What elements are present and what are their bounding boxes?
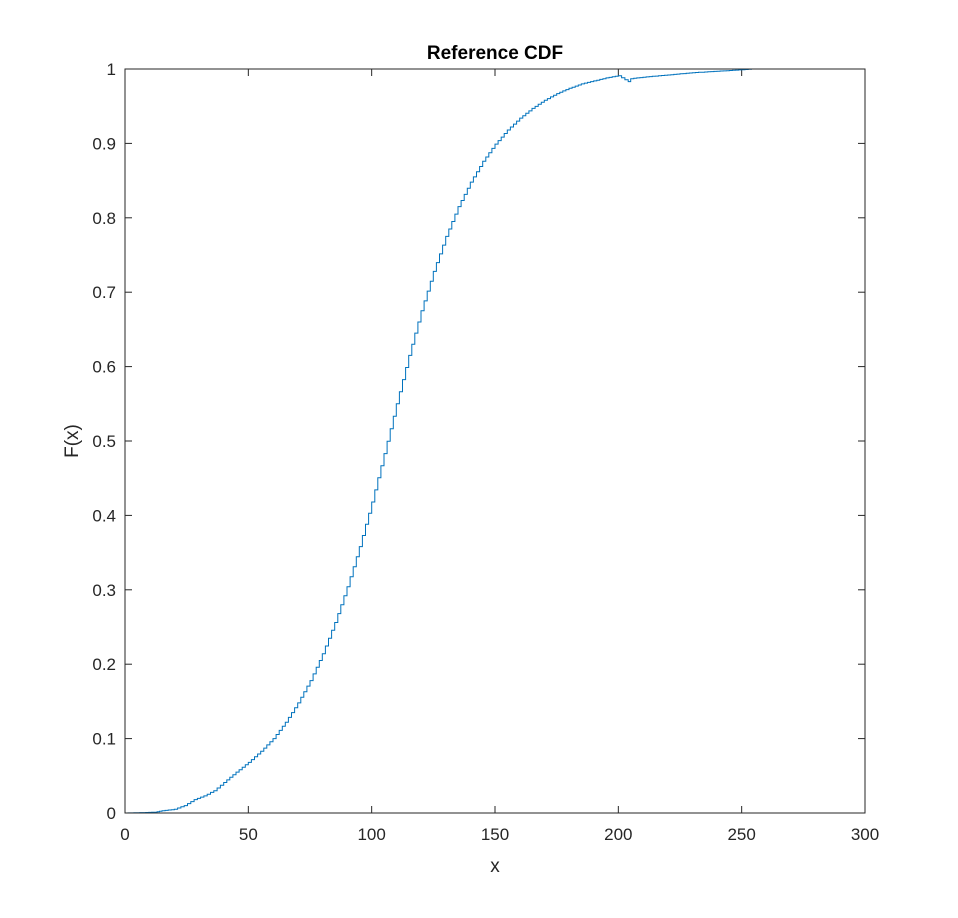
y-tick-labels: 0 0.1 0.2 0.3 0.4 0.5 0.6 0.7 0.8 0.9 1: [92, 60, 116, 823]
y-tick-label: 0.9: [92, 134, 116, 153]
y-tick-label: 0: [107, 804, 116, 823]
axes-box: [124, 68, 866, 814]
y-tick-label: 1: [107, 60, 116, 79]
x-tick-label: 100: [357, 825, 385, 844]
y-tick-label: 0.5: [92, 432, 116, 451]
y-axis-label: F(x): [62, 424, 83, 458]
y-tick-label: 0.2: [92, 655, 116, 674]
y-tick-label: 0.3: [92, 581, 116, 600]
y-tick-label: 0.4: [92, 506, 116, 525]
x-tick-label: 50: [239, 825, 258, 844]
series-layer: [125, 68, 752, 814]
x-tick-label: 150: [481, 825, 509, 844]
x-axis-label: x: [490, 856, 500, 877]
x-tick-label: 300: [851, 825, 879, 844]
y-tick-label: 0.7: [92, 283, 116, 302]
x-tick-label: 0: [120, 825, 129, 844]
x-tick-label: 200: [604, 825, 632, 844]
y-tick-label: 0.8: [92, 209, 116, 228]
axes-background: [125, 69, 865, 813]
y-tick-label: 0.1: [92, 730, 116, 749]
x-tick-labels: 0 50 100 150 200 250 300: [120, 825, 879, 844]
cdf-series-line: [125, 68, 752, 814]
x-tick-label: 250: [727, 825, 755, 844]
chart-title: Reference CDF: [427, 43, 563, 64]
y-tick-label: 0.6: [92, 358, 116, 377]
